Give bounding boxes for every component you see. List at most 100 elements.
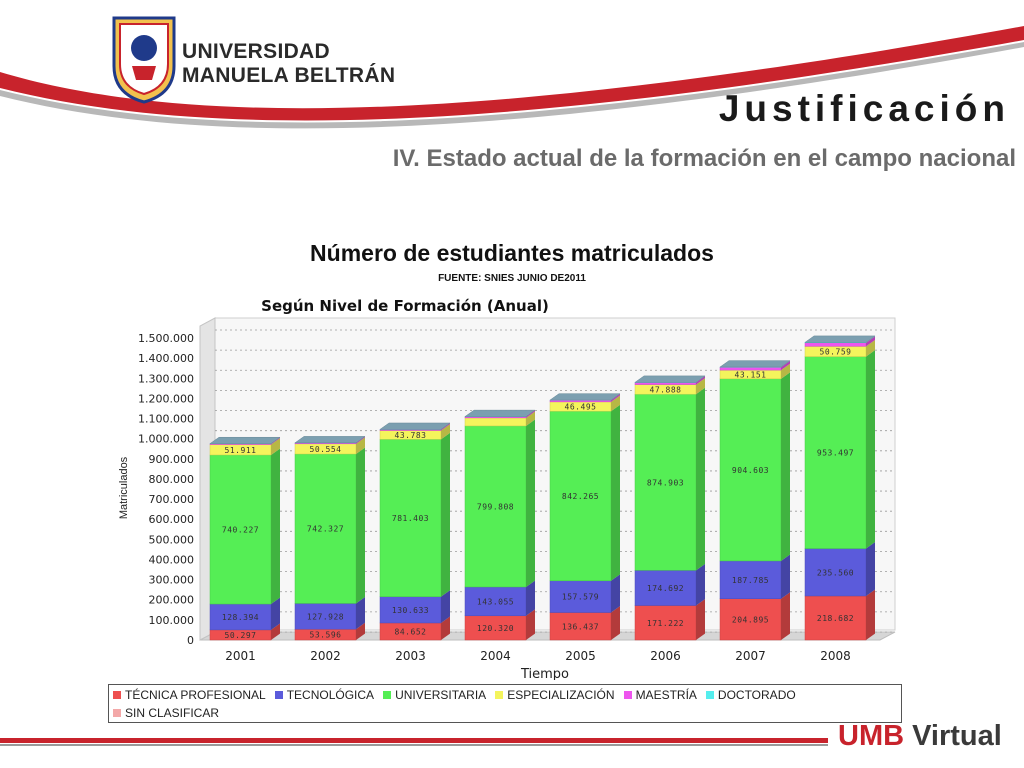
bar-segment-side — [781, 554, 790, 599]
bar-data-label: 50.759 — [820, 347, 852, 356]
bar-segment-side — [611, 404, 620, 581]
bar-data-label: 47.888 — [650, 385, 682, 394]
bar-segment — [379, 439, 442, 597]
bar-data-label: 187.785 — [732, 576, 769, 585]
bar-segment-side — [611, 574, 620, 613]
chart-legend: TÉCNICA PROFESIONAL TECNOLÓGICA UNIVERSITA… — [108, 684, 902, 723]
legend-item: UNIVERSITARIA — [383, 688, 486, 702]
bar-data-label: 874.903 — [647, 478, 684, 487]
legend-label: DOCTORADO — [717, 688, 796, 702]
slide-title: Justificación — [718, 88, 1010, 129]
legend-label: UNIVERSITARIA — [395, 688, 487, 702]
bar-segment-side — [526, 580, 535, 616]
legend-item: ESPECIALIZACIÓN — [495, 688, 615, 702]
bar-data-label: 953.497 — [817, 449, 854, 458]
bar-segment-side — [356, 447, 365, 604]
bar-top-face — [719, 360, 791, 368]
bar-data-label: 157.579 — [562, 593, 599, 602]
bar-data-label: 218.682 — [817, 614, 854, 623]
logo-line-2: MANUELA BELTRÁN — [182, 64, 396, 87]
bar-data-label: 84.652 — [395, 627, 427, 636]
legend-item: MAESTRÍA — [623, 688, 697, 702]
x-tick-label: 2007 — [735, 649, 766, 663]
bar-data-label: 46.495 — [565, 403, 597, 412]
bar-data-label: 127.928 — [307, 612, 344, 621]
bar-segment — [294, 453, 357, 604]
bar-segment — [464, 417, 527, 427]
bar-segment-side — [271, 597, 280, 630]
y-tick-label: 200.000 — [149, 594, 195, 607]
bar-segment-side — [356, 597, 365, 630]
y-tick-label: 900.000 — [149, 453, 195, 466]
bar-data-label: 171.222 — [647, 619, 684, 628]
legend-swatch — [113, 709, 121, 717]
bar-segment-side — [866, 350, 875, 549]
legend-swatch — [705, 691, 714, 699]
bar-segment-side — [356, 436, 365, 444]
bar-segment-side — [611, 393, 620, 402]
bar-segment-side — [356, 437, 365, 454]
x-tick-label: 2008 — [820, 649, 851, 663]
footer-rule — [0, 738, 828, 743]
bar-segment-side — [696, 563, 705, 606]
legend-row: SIN CLASIFICAR — [113, 704, 228, 722]
bar-segment — [209, 454, 272, 605]
legend-label: TECNOLÓGICA — [286, 688, 375, 702]
bar-segment-side — [271, 623, 280, 640]
bar-top-face — [549, 393, 621, 401]
legend-row: TÉCNICA PROFESIONAL TECNOLÓGICA UNIVERSITA… — [113, 686, 805, 704]
legend-label: ESPECIALIZACIÓN — [507, 688, 615, 702]
bar-segment — [549, 612, 612, 641]
bar-data-label: 781.403 — [392, 514, 429, 523]
legend-swatch — [383, 691, 392, 699]
bar-segment-side — [611, 606, 620, 640]
bar-segment-side — [866, 589, 875, 640]
bar-segment-side — [866, 339, 875, 357]
bar-segment — [379, 596, 442, 624]
legend-item: TÉCNICA PROFESIONAL — [113, 688, 266, 702]
bar-data-label: 742.327 — [307, 525, 344, 534]
bar-segment-side — [781, 372, 790, 561]
y-tick-label: 800.000 — [149, 473, 195, 486]
bar-segment — [804, 356, 867, 549]
bar-data-label: 50.297 — [225, 631, 257, 640]
bar-data-label: 143.055 — [477, 597, 514, 606]
bar-segment-side — [441, 424, 450, 440]
bar-segment-side — [696, 387, 705, 571]
brand-logo: UMB Virtual — [838, 720, 1002, 753]
x-tick-label: 2006 — [650, 649, 681, 663]
bar-segment — [464, 425, 527, 588]
y-tick-label: 1.200.000 — [138, 392, 194, 405]
x-tick-label: 2002 — [310, 649, 341, 663]
bar-data-label: 174.692 — [647, 584, 684, 593]
university-seal-icon — [112, 16, 176, 104]
bar-segment — [804, 548, 867, 597]
y-tick-label: 1.100.000 — [138, 413, 194, 426]
bar-data-label: 50.554 — [310, 445, 342, 454]
legend-swatch — [274, 691, 283, 699]
legend-swatch — [623, 691, 632, 699]
brand-main: UMB — [838, 720, 905, 752]
bar-segment-side — [441, 432, 450, 597]
bar-segment-side — [441, 616, 450, 640]
bar-segment-side — [696, 376, 705, 385]
bar-segment — [464, 586, 527, 617]
y-tick-label: 1.000.000 — [138, 433, 194, 446]
bar-segment — [549, 410, 612, 582]
bar-segment — [634, 605, 697, 641]
university-logo: UNIVERSIDAD MANUELA BELTRÁN — [108, 14, 395, 106]
chart-title: Según Nivel de Formación (Anual) — [261, 297, 549, 315]
bar-data-label: 204.895 — [732, 615, 769, 624]
brand-sub: Virtual — [912, 720, 1002, 752]
bar-segment — [719, 598, 782, 641]
bar-segment — [549, 580, 612, 613]
footer-rule-shadow — [0, 744, 828, 746]
bar-data-label: 842.265 — [562, 492, 599, 501]
legend-item: TECNOLÓGICA — [274, 688, 375, 702]
y-tick-label: 0 — [187, 634, 194, 647]
bar-segment — [719, 367, 782, 371]
legend-label: TÉCNICA PROFESIONAL — [125, 688, 266, 702]
y-tick-label: 500.000 — [149, 533, 195, 546]
legend-label: MAESTRÍA — [635, 688, 697, 702]
bar-data-label: 904.603 — [732, 466, 769, 475]
